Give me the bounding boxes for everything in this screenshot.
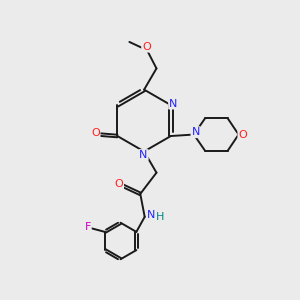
Text: O: O	[114, 179, 123, 189]
Text: N: N	[147, 210, 155, 220]
Text: N: N	[191, 127, 200, 137]
Text: O: O	[91, 128, 100, 138]
Text: O: O	[238, 130, 247, 140]
Text: F: F	[85, 222, 91, 232]
Text: H: H	[156, 212, 164, 222]
Text: N: N	[169, 99, 177, 109]
Text: O: O	[142, 42, 151, 52]
Text: N: N	[139, 150, 148, 160]
